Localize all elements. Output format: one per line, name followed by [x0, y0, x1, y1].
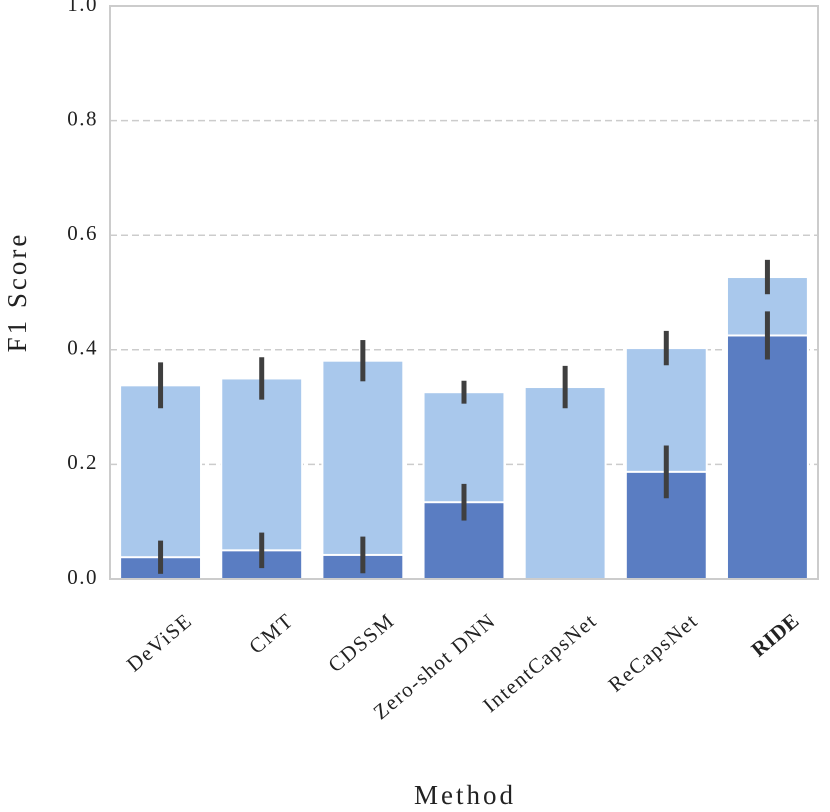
x-tick-label: CMT	[244, 608, 298, 659]
x-tick-label: CDSSM	[323, 608, 399, 677]
y-tick-label: 0.6	[67, 221, 98, 245]
y-axis-label: F1 Score	[2, 232, 32, 353]
x-tick-label: RIDE	[747, 608, 804, 661]
plot-frame	[109, 5, 819, 580]
x-tick-label: ReCapsNet	[604, 608, 703, 697]
bar	[523, 386, 607, 581]
x-tick-label: DeViSE	[122, 608, 197, 676]
y-tick-label: 0.2	[67, 450, 98, 474]
y-tick-label: 0.8	[67, 106, 98, 130]
y-tick-label: 0.4	[67, 336, 98, 360]
y-tick-label: 1.0	[67, 0, 98, 16]
bar	[725, 334, 809, 580]
y-tick-label: 0.0	[67, 565, 98, 589]
x-axis-label: Method	[414, 780, 516, 810]
